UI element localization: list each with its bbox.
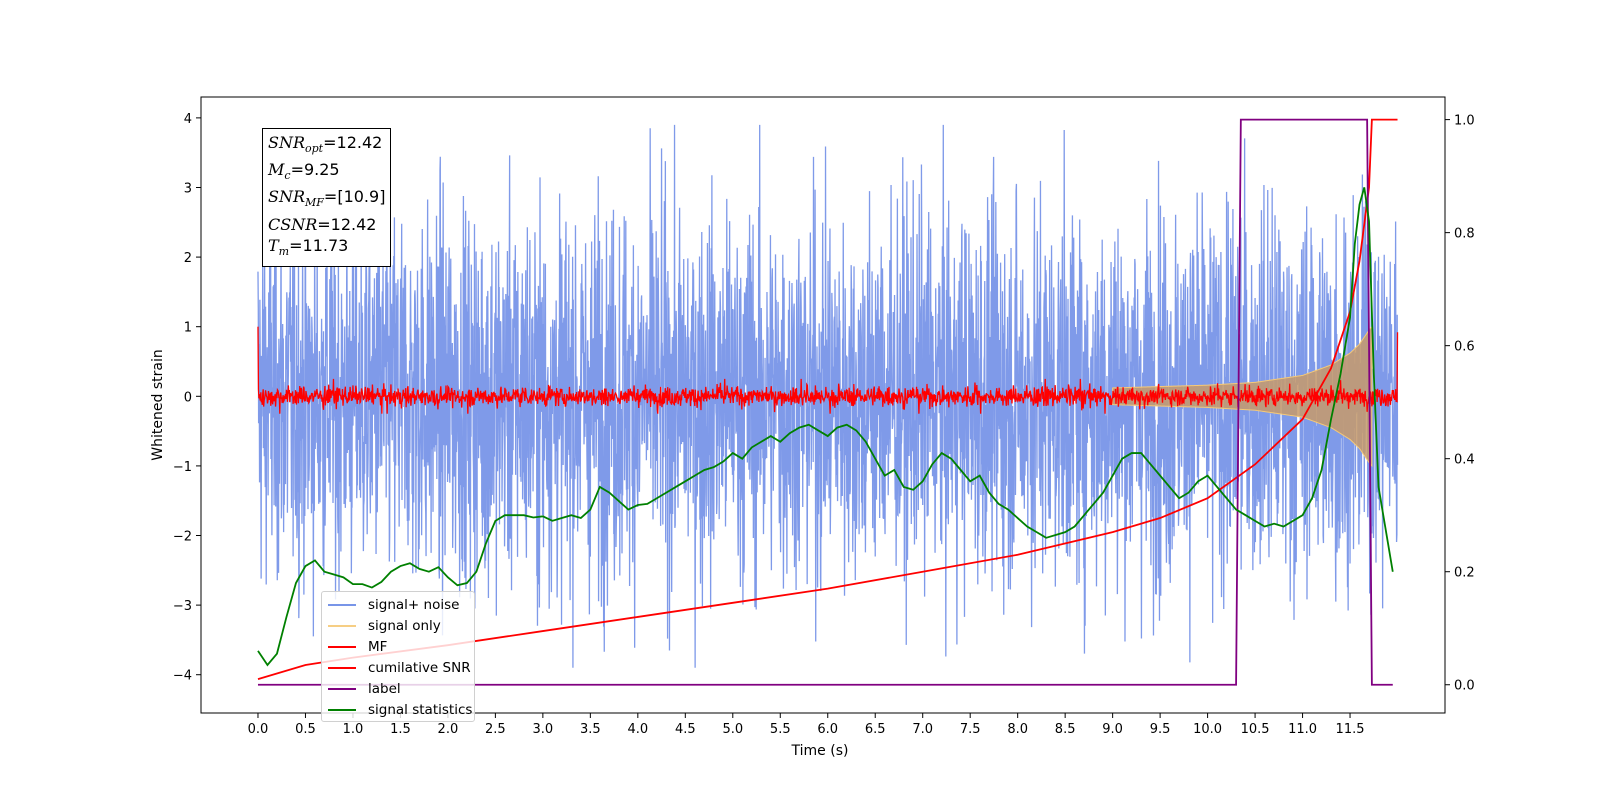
y-tick-label: 0 xyxy=(184,390,192,405)
plot-area xyxy=(257,118,1399,686)
x-tick-label: 10.5 xyxy=(1241,722,1270,737)
snr-annotation-box: SNRopt=12.42 Mc=9.25 SNRMF=[10.9] CSNR=1… xyxy=(262,128,392,267)
legend-item: cumilative SNR xyxy=(328,657,471,678)
x-tick-label: 7.5 xyxy=(960,722,981,737)
x-tick-label: 3.0 xyxy=(533,722,554,737)
x-tick-label: 0.0 xyxy=(248,722,269,737)
merger-time-line: Tm=11.73 xyxy=(268,235,349,258)
legend-item: signal only xyxy=(328,615,441,636)
x-axis-label: Time (s) xyxy=(791,743,849,759)
x-tick-label: 4.5 xyxy=(675,722,696,737)
legend-label: signal statistics xyxy=(368,701,473,718)
axes-frame xyxy=(200,96,1446,714)
legend-swatch xyxy=(328,708,356,711)
x-tick-label: 9.5 xyxy=(1150,722,1171,737)
x-tick-label: 0.5 xyxy=(295,722,316,737)
chirp-mass-value: 9.25 xyxy=(303,160,340,180)
x-tick-label: 1.5 xyxy=(390,722,411,737)
snr-opt-line: SNRopt=12.42 xyxy=(268,133,383,156)
y2-tick-label: 0.8 xyxy=(1454,227,1475,242)
series-mf xyxy=(257,326,1399,414)
x-tick-label: 10.0 xyxy=(1193,722,1222,737)
snr-opt-value: 12.42 xyxy=(336,133,383,152)
x-tick-label: 6.5 xyxy=(865,722,886,737)
y-axis-left: 4 3 2 1 0 −1 −2 −3 −4 xyxy=(173,112,201,684)
legend-swatch xyxy=(328,666,356,669)
legend-item: signal+ noise xyxy=(328,594,459,615)
snr-mf-line: SNRMF=[10.9] xyxy=(268,187,386,210)
chirp-mass-line: Mc=9.25 xyxy=(268,160,340,183)
x-tick-label: 5.0 xyxy=(722,722,743,737)
series-signal-noise xyxy=(257,124,1399,668)
x-tick-label: 6.0 xyxy=(817,722,838,737)
legend-label: cumilative SNR xyxy=(368,659,471,676)
y2-tick-label: 0.4 xyxy=(1454,453,1475,468)
y-tick-label: 1 xyxy=(184,321,192,336)
y-tick-label: 2 xyxy=(184,251,192,266)
x-tick-label: 2.0 xyxy=(438,722,459,737)
legend-swatch xyxy=(328,624,356,627)
legend-label: signal only xyxy=(368,617,441,634)
x-tick-label: 5.5 xyxy=(770,722,791,737)
series-cumulative-snr xyxy=(257,118,1398,680)
y-tick-label: 4 xyxy=(184,112,192,127)
x-axis: 0.0 0.5 1.0 1.5 2.0 2.5 3.0 3.5 4.0 4.5 5.0 5.5 6.0 6… xyxy=(248,713,1365,737)
x-tick-label: 2.5 xyxy=(485,722,506,737)
y-axis-label: Whitened strain xyxy=(150,349,166,460)
x-tick-label: 8.0 xyxy=(1007,722,1028,737)
y-tick-label: 3 xyxy=(184,181,192,196)
snr-mf-value: [10.9] xyxy=(337,187,386,207)
merger-time-value: 11.73 xyxy=(302,235,349,255)
y2-tick-label: 0.6 xyxy=(1454,340,1475,355)
series-label xyxy=(257,118,1393,686)
legend-label: MF xyxy=(368,638,388,655)
legend-item: label xyxy=(328,678,401,699)
x-tick-label: 8.5 xyxy=(1055,722,1076,737)
x-tick-label: 1.0 xyxy=(343,722,364,737)
legend-swatch xyxy=(328,603,356,606)
y2-tick-label: 0.2 xyxy=(1454,566,1475,581)
x-tick-label: 11.5 xyxy=(1336,722,1365,737)
legend-item: MF xyxy=(328,636,387,657)
legend-item: signal statistics xyxy=(328,699,472,720)
y-tick-label: −4 xyxy=(173,669,192,684)
x-tick-label: 4.0 xyxy=(627,722,648,737)
y-tick-label: −2 xyxy=(173,530,192,545)
x-tick-label: 3.5 xyxy=(580,722,601,737)
y2-tick-label: 1.0 xyxy=(1454,114,1475,129)
y-axis-right: 1.0 0.8 0.6 0.4 0.2 0.0 xyxy=(1445,114,1475,694)
csnr-value: 12.42 xyxy=(330,214,377,234)
legend-swatch xyxy=(328,687,356,690)
x-tick-label: 9.0 xyxy=(1102,722,1123,737)
x-tick-label: 7.0 xyxy=(912,722,933,737)
series-signal-statistics xyxy=(257,187,1394,667)
legend-label: signal+ noise xyxy=(368,596,460,613)
legend: signal+ noise signal only MF cumilative … xyxy=(321,591,475,722)
y-tick-label: −3 xyxy=(173,599,192,614)
legend-label: label xyxy=(368,680,401,697)
legend-swatch xyxy=(328,645,356,648)
csnr-line: CSNR=12.42 xyxy=(268,214,377,234)
y-tick-label: −1 xyxy=(173,460,192,475)
x-tick-label: 11.0 xyxy=(1288,722,1317,737)
y2-tick-label: 0.0 xyxy=(1454,679,1475,694)
